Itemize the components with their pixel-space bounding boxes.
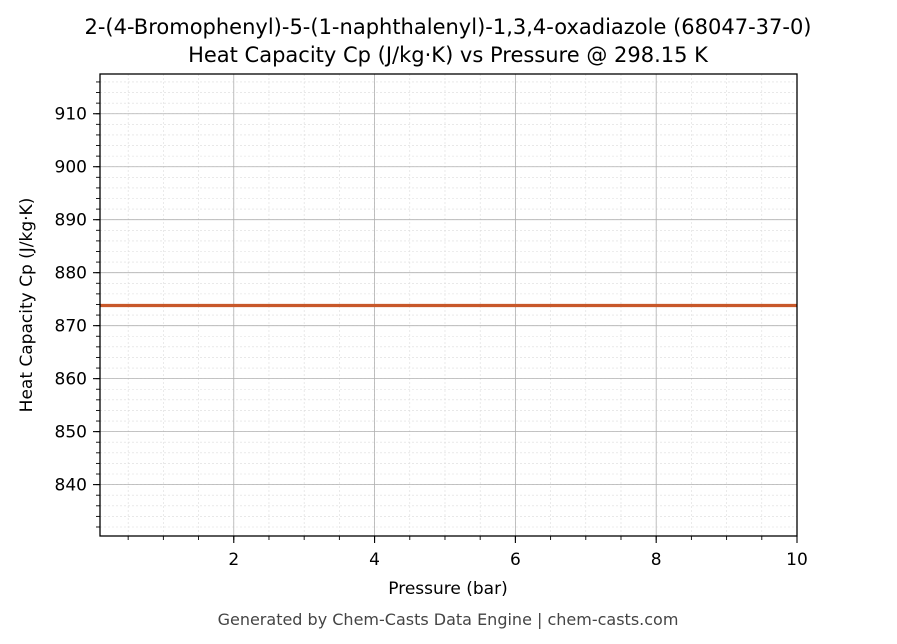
chart-title: 2-(4-Bromophenyl)-5-(1-naphthalenyl)-1,3… — [84, 15, 811, 39]
axis-ticks — [93, 81, 798, 543]
y-axis-label: Heat Capacity Cp (J/kg·K) — [17, 198, 37, 413]
plot-frame — [99, 73, 798, 537]
y-tick-label: 890 — [55, 211, 87, 231]
y-tick-label: 860 — [55, 370, 87, 390]
y-tick-label: 840 — [55, 476, 87, 496]
x-tick-label: 10 — [786, 550, 808, 570]
x-tick-labels: 2 4 6 8 10 — [228, 550, 807, 570]
x-tick-label: 6 — [510, 550, 521, 570]
y-tick-labels: 840 850 860 870 880 890 900 910 — [55, 105, 87, 496]
chart-subtitle: Heat Capacity Cp (J/kg·K) vs Pressure @ … — [188, 43, 709, 67]
y-tick-label: 850 — [55, 423, 87, 443]
y-tick-label: 910 — [55, 105, 87, 125]
y-tick-label: 880 — [55, 264, 87, 284]
x-tick-label: 8 — [651, 550, 662, 570]
y-tick-label: 900 — [55, 158, 87, 178]
x-axis-label: Pressure (bar) — [388, 579, 507, 599]
footer-credit: Generated by Chem-Casts Data Engine | ch… — [218, 610, 679, 629]
y-tick-label: 870 — [55, 317, 87, 337]
x-tick-label: 2 — [228, 550, 239, 570]
x-tick-label: 4 — [369, 550, 380, 570]
